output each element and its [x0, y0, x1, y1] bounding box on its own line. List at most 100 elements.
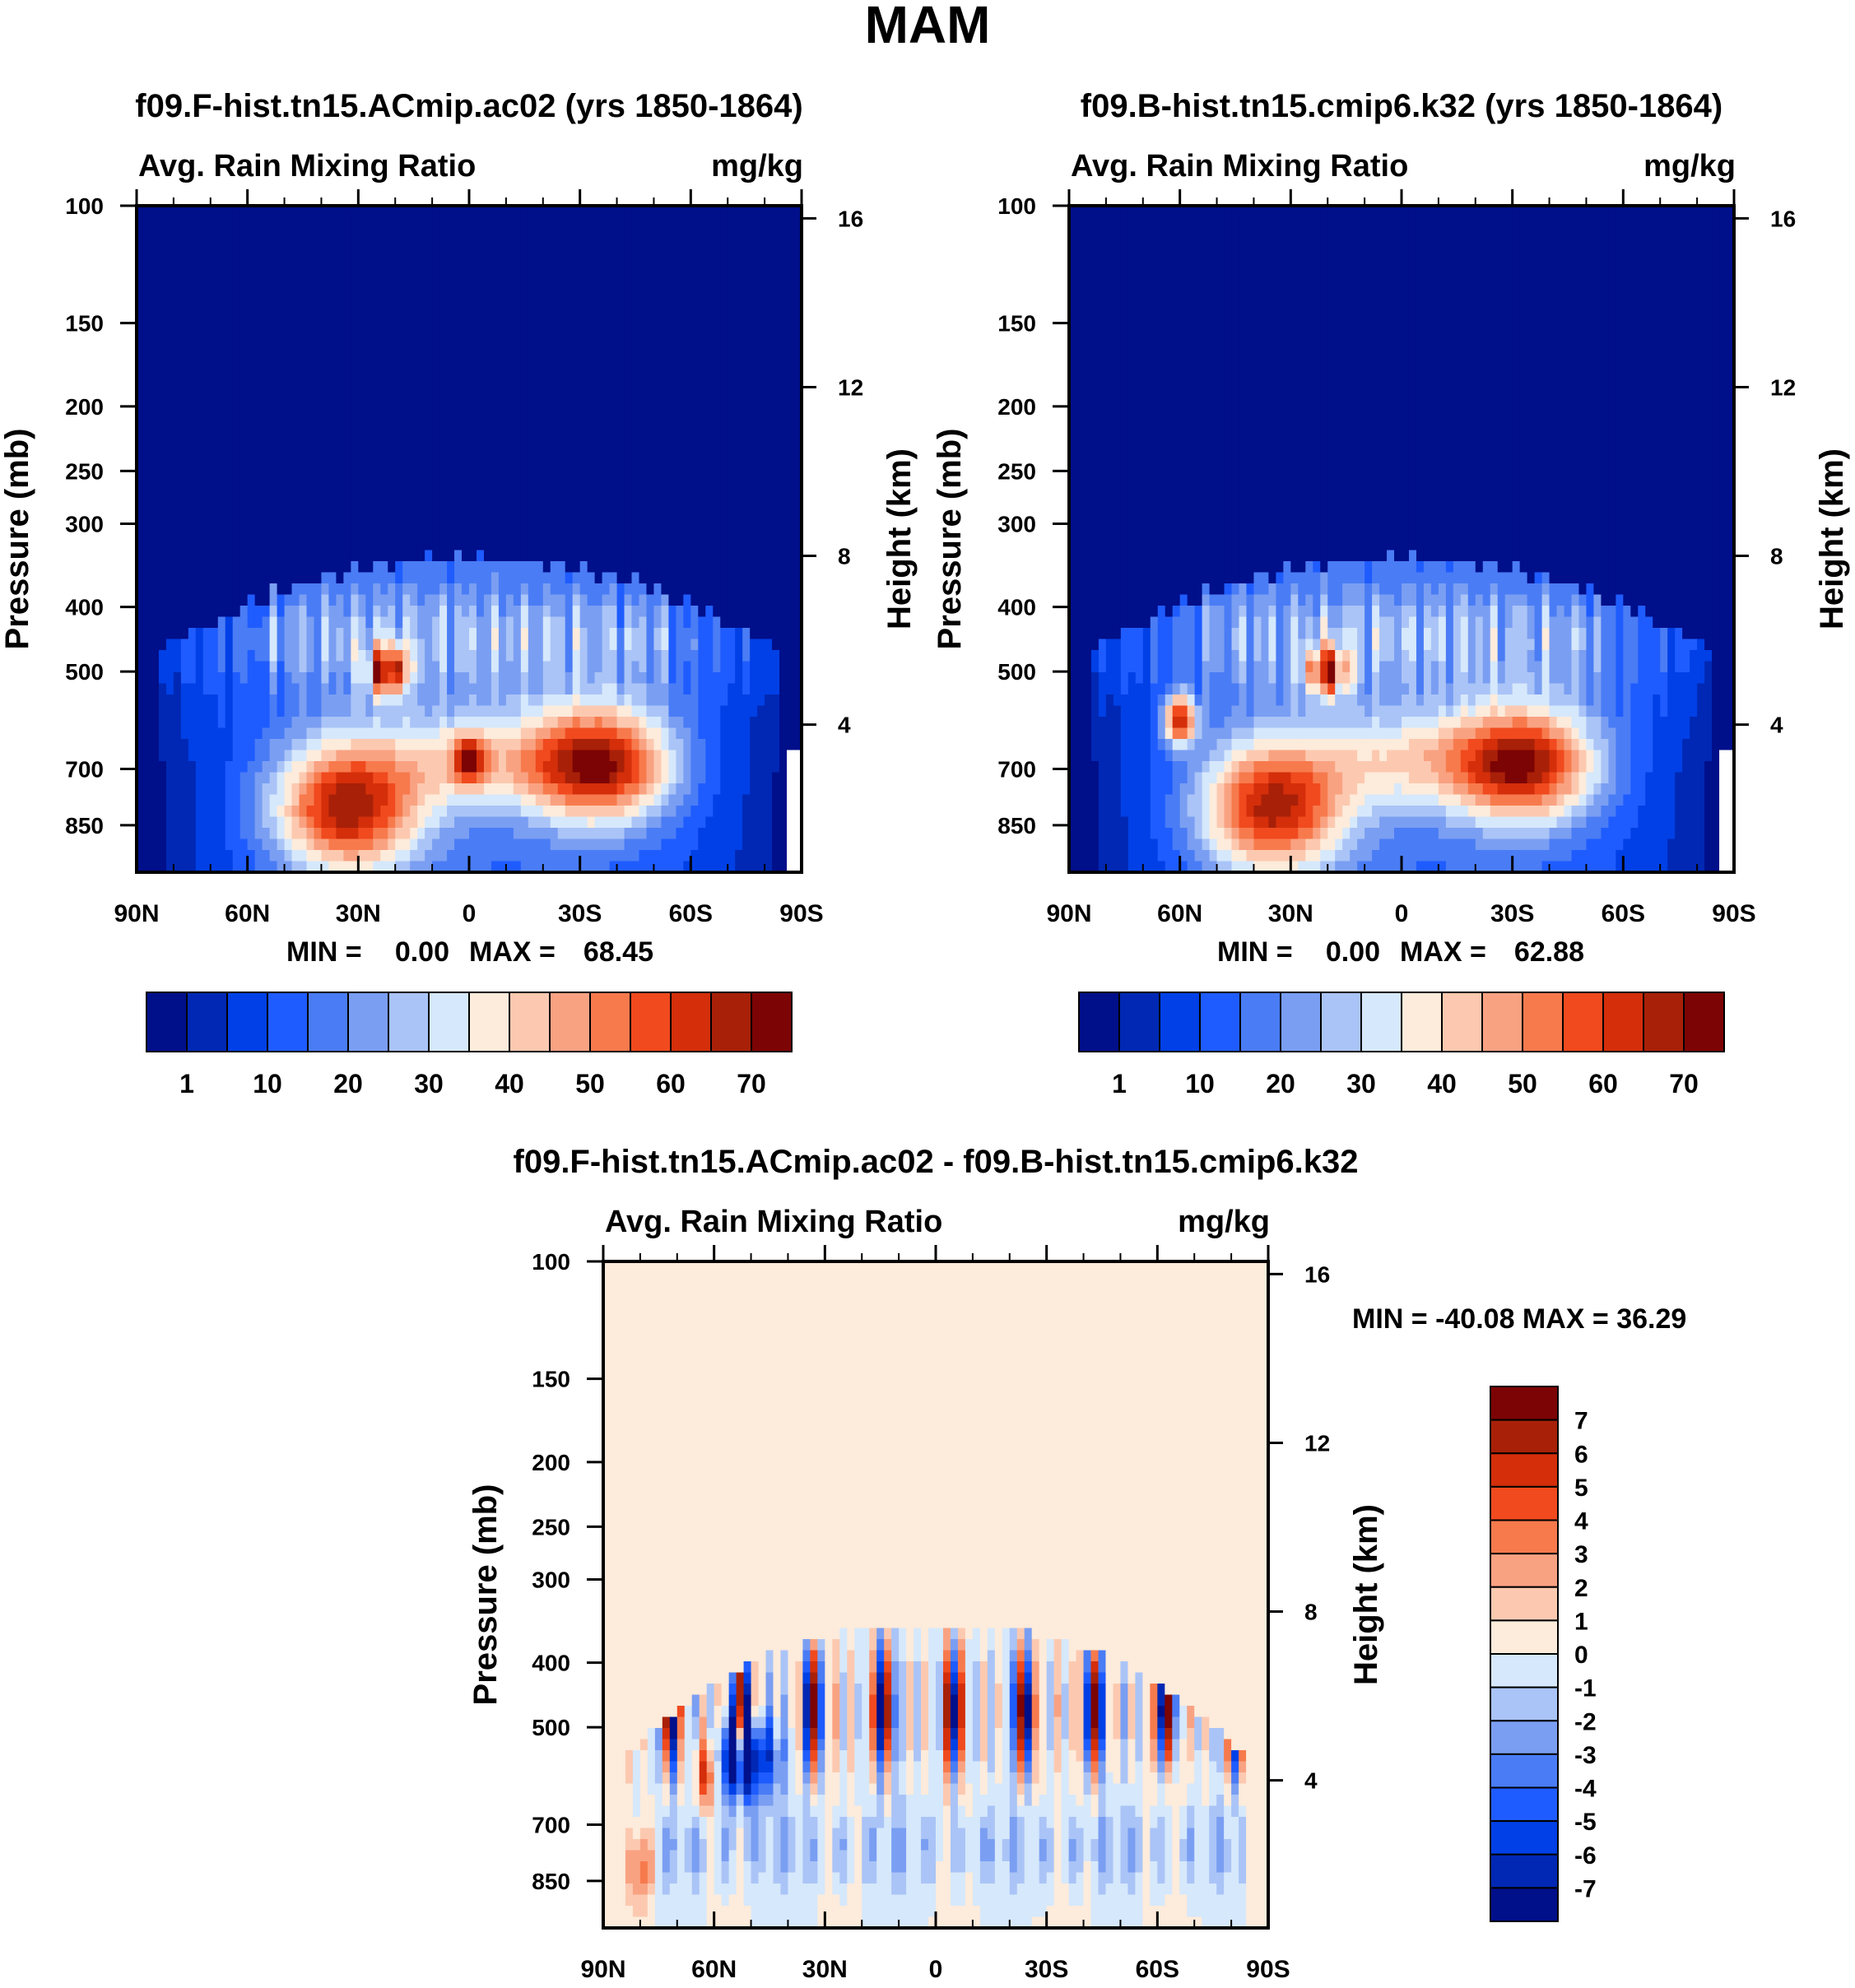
heatmap-cell: [557, 283, 566, 295]
heatmap-cell: [565, 372, 574, 384]
heatmap-cell: [728, 228, 736, 240]
heatmap-cell: [247, 750, 256, 762]
heatmap-cell: [195, 394, 204, 406]
heatmap-cell: [217, 572, 226, 584]
heatmap-cell: [498, 806, 507, 818]
heatmap-cell: [661, 750, 669, 762]
heatmap-cell: [750, 361, 758, 374]
heatmap-cell: [165, 616, 174, 629]
heatmap-cell: [683, 472, 691, 485]
heatmap-cell: [454, 639, 463, 651]
heatmap-cell: [314, 727, 323, 740]
heatmap-cell: [188, 750, 197, 762]
heatmap-cell: [587, 305, 596, 318]
heatmap-cell: [447, 439, 455, 451]
heatmap-cell: [490, 250, 500, 262]
heatmap-cell: [343, 650, 351, 662]
heatmap-cell: [321, 606, 330, 618]
heatmap-cell: [720, 228, 728, 240]
heatmap-cell: [462, 272, 470, 285]
heatmap-cell: [410, 283, 418, 295]
heatmap-cell: [542, 228, 551, 240]
heatmap-cell: [402, 750, 411, 762]
heatmap-cell: [365, 372, 374, 384]
heatmap-cell: [225, 561, 234, 574]
heatmap-cell: [343, 261, 351, 273]
heatmap-cell: [306, 561, 315, 574]
heatmap-cell: [373, 327, 381, 340]
heatmap-cell: [705, 572, 714, 584]
heatmap-cell: [462, 383, 470, 396]
heatmap-cell: [579, 739, 588, 751]
heatmap-cell: [173, 616, 182, 629]
heatmap-cell: [210, 727, 219, 740]
heatmap-cell: [550, 428, 559, 440]
heatmap-cell: [794, 672, 802, 685]
heatmap-cell: [728, 439, 736, 451]
heatmap-cell: [676, 295, 684, 307]
heatmap-cell: [631, 305, 640, 318]
heatmap-cell: [528, 239, 537, 251]
heatmap-cell: [239, 283, 249, 295]
heatmap-cell: [713, 261, 721, 273]
heatmap-cell: [462, 583, 470, 596]
heatmap-cell: [262, 206, 271, 218]
heatmap-cell: [165, 672, 174, 685]
heatmap-cell: [624, 250, 633, 262]
heatmap-cell: [498, 216, 507, 229]
heatmap-cell: [705, 717, 714, 729]
heatmap-cell: [579, 606, 588, 618]
heatmap-cell: [188, 539, 197, 551]
heatmap-cell: [557, 650, 566, 662]
heatmap-cell: [698, 705, 706, 718]
heatmap-cell: [143, 383, 152, 396]
heatmap-cell: [247, 683, 256, 695]
heatmap-cell: [498, 694, 507, 707]
heatmap-cell: [765, 683, 773, 695]
heatmap-cell: [225, 705, 234, 718]
heatmap-cell: [284, 305, 293, 318]
heatmap-cell: [594, 672, 603, 685]
heatmap-cell: [299, 261, 308, 273]
heatmap-cell: [217, 550, 226, 562]
heatmap-cell: [380, 505, 388, 518]
heatmap-cell: [579, 750, 588, 762]
heatmap-cell: [498, 639, 507, 651]
heatmap-cell: [447, 372, 455, 384]
heatmap-cell: [395, 606, 403, 618]
heatmap-cell: [602, 717, 611, 729]
heatmap-cell: [143, 272, 152, 285]
heatmap-cell: [439, 327, 448, 340]
heatmap-cell: [328, 383, 337, 396]
heatmap-cell: [462, 283, 470, 295]
heatmap-cell: [772, 483, 780, 495]
heatmap-cell: [469, 739, 477, 751]
heatmap-cell: [668, 717, 676, 729]
heatmap-cell: [402, 561, 411, 574]
heatmap-cell: [587, 628, 596, 640]
heatmap-cell: [417, 550, 425, 562]
heatmap-cell: [165, 305, 174, 318]
heatmap-cell: [202, 639, 212, 651]
heatmap-cell: [151, 250, 160, 262]
heatmap-cell: [779, 283, 788, 295]
heatmap-cell: [765, 505, 773, 518]
heatmap-cell: [373, 450, 381, 462]
heatmap-cell: [661, 317, 669, 329]
heatmap-cell: [439, 372, 448, 384]
heatmap-cell: [165, 295, 174, 307]
heatmap-cell: [550, 361, 559, 374]
heatmap-cell: [247, 739, 256, 751]
heatmap-cell: [757, 383, 765, 396]
heatmap-cell: [557, 639, 566, 651]
heatmap-cell: [787, 694, 795, 707]
heatmap-cell: [535, 372, 544, 384]
heatmap-cell: [343, 561, 351, 574]
heatmap-cell: [402, 216, 411, 229]
heatmap-cell: [462, 527, 470, 540]
heatmap-cell: [646, 439, 655, 451]
heatmap-cell: [195, 761, 204, 773]
heatmap-cell: [683, 250, 691, 262]
heatmap-cell: [490, 727, 500, 740]
heatmap-cell: [646, 428, 655, 440]
